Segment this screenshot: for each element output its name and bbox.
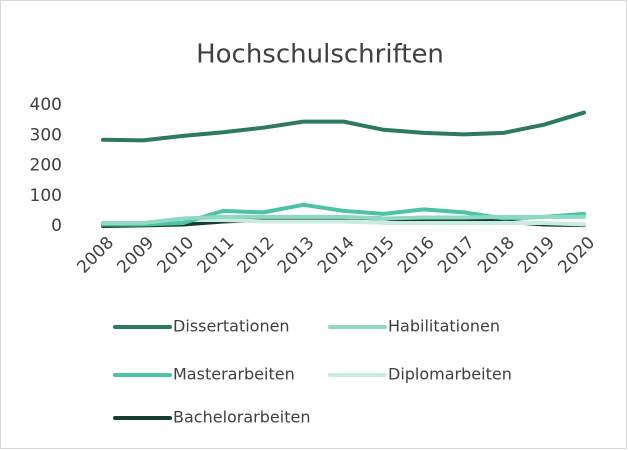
legend-label: Bachelorarbeiten [173, 408, 310, 427]
y-tick-label: 0 [51, 216, 62, 236]
legend-label: Habilitationen [388, 317, 500, 336]
y-tick-label: 200 [30, 156, 62, 176]
series-line [101, 110, 586, 143]
y-tick-label: 300 [30, 125, 62, 145]
series-line [101, 214, 586, 225]
chart-title: Hochschulschriften [196, 40, 444, 70]
legend-label: Diplomarbeiten [388, 365, 512, 384]
legend-label: Masterarbeiten [173, 365, 295, 384]
y-tick-label: 400 [30, 95, 62, 115]
y-tick-label: 100 [30, 186, 62, 206]
legend-label: Dissertationen [173, 317, 290, 336]
